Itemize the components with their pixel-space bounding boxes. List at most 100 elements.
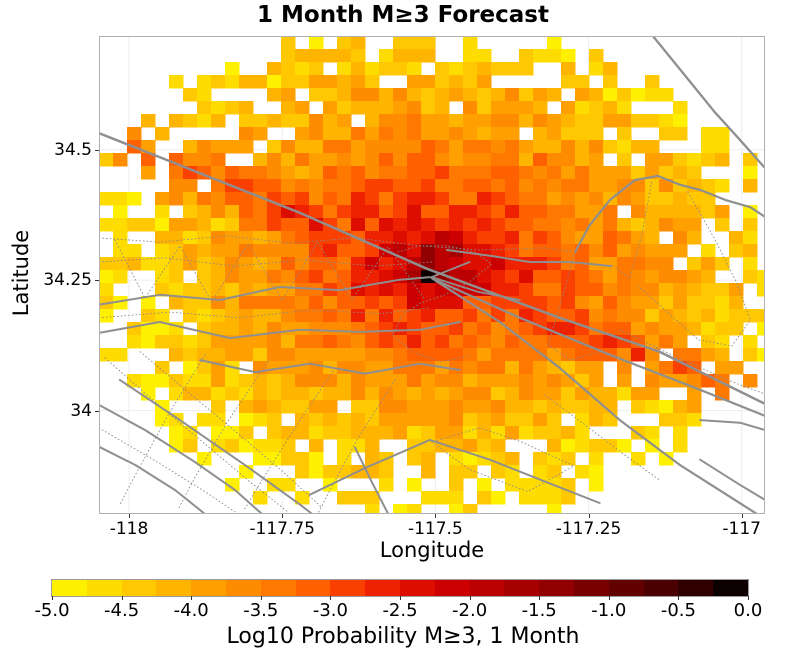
heatmap-cell xyxy=(547,426,562,440)
heatmap-cell xyxy=(673,296,688,310)
heatmap-cell xyxy=(309,439,324,453)
heatmap-cell xyxy=(743,309,758,323)
heatmap-cell xyxy=(169,426,184,440)
heatmap-cell xyxy=(225,478,240,492)
heatmap-cell xyxy=(337,309,352,323)
heatmap-cell xyxy=(309,114,324,128)
heatmap-cell xyxy=(547,491,562,505)
heatmap-cell xyxy=(519,179,534,193)
heatmap-cell xyxy=(589,283,604,297)
heatmap-cell xyxy=(603,62,618,76)
heatmap-cell xyxy=(253,244,268,258)
heatmap-cell xyxy=(421,491,436,505)
heatmap-cell xyxy=(477,439,492,453)
heatmap-cell xyxy=(267,75,282,89)
heatmap-cell xyxy=(617,166,632,180)
heatmap-cell xyxy=(631,166,646,180)
heatmap-cell xyxy=(659,270,674,284)
heatmap-cell xyxy=(295,244,310,258)
heatmap-cell xyxy=(533,413,548,427)
colorbar-segment xyxy=(86,580,122,596)
colorbar-segment xyxy=(399,580,435,596)
heatmap-cell xyxy=(673,114,688,128)
heatmap-cell xyxy=(155,244,170,258)
heatmap-cell xyxy=(547,36,562,50)
fault-line-minor xyxy=(114,239,425,303)
heatmap-cell xyxy=(379,309,394,323)
heatmap-cell xyxy=(645,218,660,232)
heatmap-cell xyxy=(365,374,380,388)
heatmap-cell xyxy=(449,465,464,479)
heatmap-cell xyxy=(295,257,310,271)
heatmap-cell xyxy=(169,387,184,401)
heatmap-cell xyxy=(253,348,268,362)
heatmap-cell xyxy=(393,374,408,388)
heatmap-cell xyxy=(211,75,226,89)
heatmap-cell xyxy=(281,36,296,50)
heatmap-cell xyxy=(169,270,184,284)
heatmap-cell xyxy=(449,504,464,514)
heatmap-cell xyxy=(715,179,730,193)
heatmap-cell xyxy=(393,413,408,427)
heatmap-cell xyxy=(281,400,296,414)
heatmap-cell xyxy=(239,322,254,336)
heatmap-cell xyxy=(379,179,394,193)
heatmap-cell xyxy=(141,218,156,232)
heatmap-cell xyxy=(295,231,310,245)
heatmap-cell xyxy=(323,140,338,154)
heatmap-cell xyxy=(211,348,226,362)
heatmap-cell xyxy=(491,426,506,440)
heatmap-cell xyxy=(603,270,618,284)
heatmap-cell xyxy=(631,452,646,466)
heatmap-cell xyxy=(673,400,688,414)
heatmap-cell xyxy=(211,205,226,219)
heatmap-cell xyxy=(435,231,450,245)
colorbar-tick-label: -4.0 xyxy=(173,600,209,621)
heatmap-cell xyxy=(491,400,506,414)
heatmap-cell xyxy=(253,270,268,284)
heatmap-cell xyxy=(323,153,338,167)
heatmap-cell xyxy=(575,413,590,427)
heatmap-cell xyxy=(449,322,464,336)
heatmap-cell xyxy=(673,218,688,232)
heatmap-cell xyxy=(99,218,114,232)
heatmap-cell xyxy=(743,270,758,284)
heatmap-cell xyxy=(295,296,310,310)
heatmap-cell xyxy=(323,335,338,349)
heatmap-cell xyxy=(589,374,604,388)
colorbar-tick-mark xyxy=(748,596,749,600)
heatmap-cell xyxy=(337,426,352,440)
heatmap-cell xyxy=(337,257,352,271)
plot-area xyxy=(99,36,765,514)
heatmap-cell xyxy=(379,387,394,401)
heatmap-cell xyxy=(379,153,394,167)
heatmap-cell xyxy=(561,491,576,505)
heatmap-cell xyxy=(239,231,254,245)
heatmap-cell xyxy=(295,75,310,89)
heatmap-cell xyxy=(463,49,478,63)
heatmap-cell xyxy=(365,504,380,514)
heatmap-cell xyxy=(701,296,716,310)
heatmap-cell xyxy=(505,426,520,440)
heatmap-cell xyxy=(253,231,268,245)
heatmap-cell xyxy=(575,153,590,167)
fault-line-minor xyxy=(99,307,431,319)
heatmap-cell xyxy=(407,192,422,206)
heatmap-cell xyxy=(701,309,716,323)
heatmap-cell xyxy=(673,270,688,284)
heatmap-cell xyxy=(379,322,394,336)
heatmap-cell xyxy=(589,88,604,102)
heatmap-cell xyxy=(477,270,492,284)
heatmap-cell xyxy=(393,426,408,440)
heatmap-cell xyxy=(519,361,534,375)
heatmap-cell xyxy=(197,452,212,466)
heatmap-cell xyxy=(491,114,506,128)
heatmap-cell xyxy=(477,153,492,167)
heatmap-cell xyxy=(715,361,730,375)
heatmap-cell xyxy=(701,270,716,284)
heatmap-cell xyxy=(603,140,618,154)
heatmap-cell xyxy=(393,114,408,128)
heatmap-cell xyxy=(309,387,324,401)
heatmap-cell xyxy=(127,192,142,206)
heatmap-cell xyxy=(295,465,310,479)
